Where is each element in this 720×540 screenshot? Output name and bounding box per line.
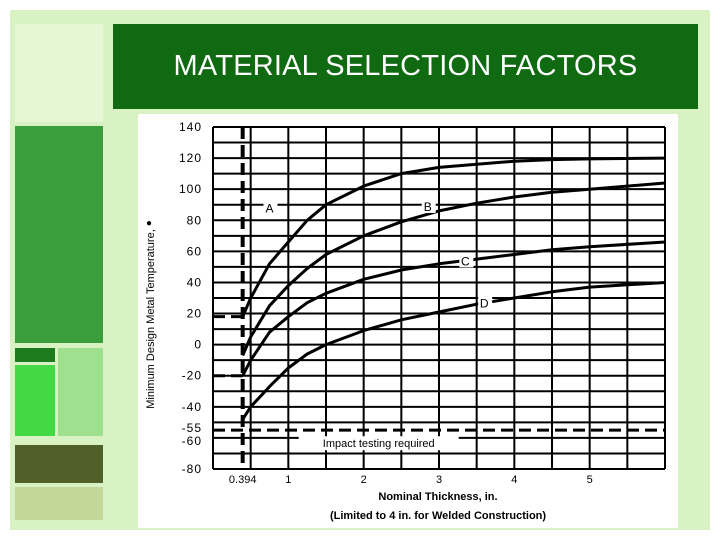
chart-panel: A B C D Impact testing required 140 120 100 80 60…	[138, 114, 678, 528]
y-tick-label: -80	[182, 462, 202, 476]
y-tick-label: -60	[182, 434, 202, 448]
series-label-b: B	[424, 200, 432, 214]
decor-block-pale-olive	[15, 487, 103, 520]
x-axis-label: Nominal Thickness, in.	[378, 491, 497, 503]
y-axis-label: Minimum Design Metal Temperature,	[145, 229, 157, 409]
y-tick-label: 40	[187, 275, 202, 289]
series-line-b	[241, 181, 666, 357]
series-label-d: D	[480, 296, 489, 310]
y-tick-label: 0	[194, 338, 202, 352]
decor-block-top-light	[15, 24, 103, 122]
decor-block-dark-small	[15, 348, 55, 362]
series-label-bg	[478, 296, 493, 310]
x-tick-label: 4	[511, 474, 517, 486]
y-tick-label: -40	[182, 400, 202, 414]
series-label-bg	[459, 254, 474, 268]
x-tick-label: 2	[361, 474, 367, 486]
y-tick-label: 120	[179, 151, 202, 165]
y-tick-label: -20	[182, 369, 202, 383]
series-line-d	[241, 281, 666, 421]
series-label-bg	[263, 201, 278, 215]
annotation-bg	[298, 436, 459, 451]
title-bar: MATERIAL SELECTION FACTORS	[113, 24, 698, 109]
annotation-impact-testing: Impact testing required	[323, 438, 435, 450]
decor-block-olive	[15, 445, 103, 483]
y-tick-label: 80	[187, 213, 202, 227]
y-tick-label: 20	[187, 307, 202, 321]
x-tick-label: 1	[285, 474, 291, 486]
x-tick-label: 0.394	[229, 474, 257, 486]
slide-title: MATERIAL SELECTION FACTORS	[173, 50, 638, 82]
decor-block-mid-green	[15, 126, 103, 343]
series-label-a: A	[265, 202, 273, 216]
x-axis-note: (Limited to 4 in. for Welded Constructio…	[330, 510, 546, 522]
x-tick-label: 5	[587, 474, 593, 486]
decor-block-bright	[15, 365, 55, 436]
y-tick-label: 100	[179, 182, 202, 196]
series-line-a	[241, 156, 666, 318]
y-tick-label: 140	[179, 120, 202, 134]
y-tick-label: 60	[187, 244, 202, 258]
x-tick-label: 3	[436, 474, 442, 486]
y-axis-mark: ●	[146, 218, 152, 229]
y-tick-label: -55	[182, 421, 202, 435]
series-line-c	[241, 240, 666, 377]
series-label-bg	[421, 199, 436, 213]
series-label-c: C	[461, 254, 470, 268]
decor-block-light-small	[58, 348, 103, 436]
